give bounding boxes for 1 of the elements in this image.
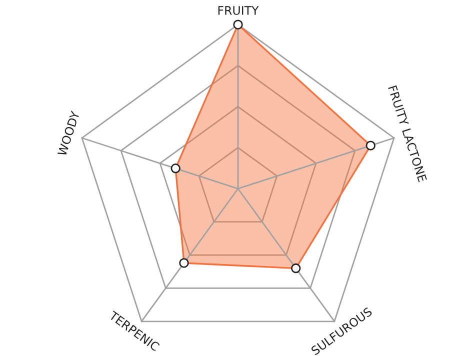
spoke-label: FRUITY xyxy=(218,6,259,15)
